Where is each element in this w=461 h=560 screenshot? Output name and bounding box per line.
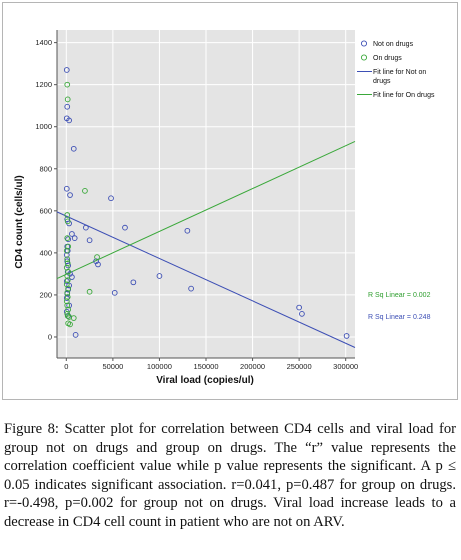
x-tick-label: 100000 bbox=[147, 362, 172, 371]
point-not-on-drugs bbox=[86, 237, 93, 244]
point-not-on-drugs bbox=[343, 333, 350, 339]
point-not-on-drugs bbox=[122, 224, 128, 231]
y-tick-label: 1200 bbox=[35, 80, 52, 89]
x-tick-label: 200000 bbox=[240, 362, 265, 371]
caption-text: Scatter plot for correlation between CD4… bbox=[4, 421, 456, 530]
x-tick-label: 150000 bbox=[193, 362, 218, 371]
fit-line-not-on-drugs bbox=[56, 211, 356, 348]
point-on-drugs bbox=[70, 315, 77, 321]
point-on-drugs bbox=[64, 256, 71, 263]
point-not-on-drugs bbox=[63, 67, 70, 73]
y-axis-title: CD4 count (cells/ul) bbox=[14, 175, 25, 268]
legend-label: On drugs bbox=[373, 55, 402, 62]
point-not-on-drugs bbox=[71, 235, 78, 242]
point-not-on-drugs bbox=[65, 236, 72, 243]
point-on-drugs bbox=[64, 212, 71, 218]
point-not-on-drugs bbox=[67, 192, 73, 198]
point-on-drugs bbox=[64, 273, 71, 279]
point-not-on-drugs bbox=[188, 285, 194, 292]
y-tick-label: 1400 bbox=[35, 38, 52, 47]
fit-line-on-drugs bbox=[56, 140, 356, 279]
point-not-on-drugs bbox=[63, 185, 70, 192]
point-not-on-drugs bbox=[70, 145, 77, 152]
x-tick-label: 250000 bbox=[287, 362, 312, 371]
figure-caption: Figure 8: Scatter plot for correlation b… bbox=[4, 420, 456, 531]
point-not-on-drugs bbox=[63, 278, 70, 285]
point-not-on-drugs bbox=[184, 227, 191, 234]
point-not-on-drugs bbox=[95, 261, 101, 268]
point-not-on-drugs bbox=[130, 279, 137, 286]
y-tick-label: 1000 bbox=[35, 122, 52, 131]
legend-marker bbox=[360, 40, 368, 47]
point-on-drugs bbox=[82, 187, 88, 194]
point-on-drugs bbox=[64, 313, 71, 319]
caption-label: Figure 8: bbox=[4, 421, 59, 437]
tick-labels: 0 200 400 600 800 1000 1200 1400 0 50000 100000 150… bbox=[35, 38, 358, 371]
grid-lines bbox=[57, 30, 355, 358]
point-on-drugs bbox=[86, 288, 93, 295]
fit-lines bbox=[56, 140, 356, 348]
point-on-drugs bbox=[64, 96, 71, 103]
point-on-drugs bbox=[64, 235, 71, 242]
point-on-drugs bbox=[67, 321, 73, 328]
x-tick-label: 50000 bbox=[102, 362, 123, 371]
point-not-on-drugs bbox=[64, 103, 71, 110]
point-not-on-drugs bbox=[83, 224, 89, 231]
x-axis-title: Viral load (copies/ul) bbox=[156, 375, 254, 386]
point-on-drugs bbox=[63, 247, 70, 254]
point-not-on-drugs bbox=[156, 273, 163, 279]
legend-marker bbox=[360, 54, 368, 61]
point-not-on-drugs bbox=[111, 289, 118, 296]
legend: Not on drugs On drugs Fit line for Not on d… bbox=[357, 40, 435, 99]
y-tick-label: 200 bbox=[39, 290, 52, 299]
point-not-on-drugs bbox=[296, 304, 302, 311]
point-not-on-drugs bbox=[66, 117, 72, 124]
legend-label: Fit line for Not on drugs bbox=[373, 69, 426, 85]
point-on-drugs bbox=[63, 298, 70, 305]
point-not-on-drugs bbox=[72, 332, 79, 338]
point-not-on-drugs bbox=[299, 310, 305, 317]
point-not-on-drugs bbox=[63, 252, 70, 258]
y-tick-label: 0 bbox=[48, 332, 52, 341]
point-on-drugs bbox=[64, 289, 71, 296]
data-points bbox=[63, 67, 350, 339]
point-not-on-drugs bbox=[69, 231, 75, 237]
legend-label: Fit line for On drugs bbox=[373, 92, 435, 99]
point-not-on-drugs bbox=[108, 195, 114, 202]
r-sq-label-on-drugs: R Sq Linear = 0.002 bbox=[368, 292, 431, 299]
point-on-drugs bbox=[94, 254, 100, 260]
y-tick-label: 600 bbox=[39, 206, 52, 215]
point-not-on-drugs bbox=[63, 295, 70, 301]
point-on-drugs bbox=[64, 218, 71, 225]
r-sq-label-not-on-drugs: R Sq Linear = 0.248 bbox=[368, 314, 431, 321]
legend-label: Not on drugs bbox=[373, 41, 414, 48]
y-tick-label: 800 bbox=[39, 164, 52, 173]
x-tick-label: 0 bbox=[64, 362, 68, 371]
point-on-drugs bbox=[64, 81, 71, 88]
x-tick-label: 300000 bbox=[333, 362, 358, 371]
y-tick-label: 400 bbox=[39, 248, 52, 257]
scatter-chart: 0 200 400 600 800 1000 1200 1400 0 50000 100000 150… bbox=[14, 30, 435, 386]
